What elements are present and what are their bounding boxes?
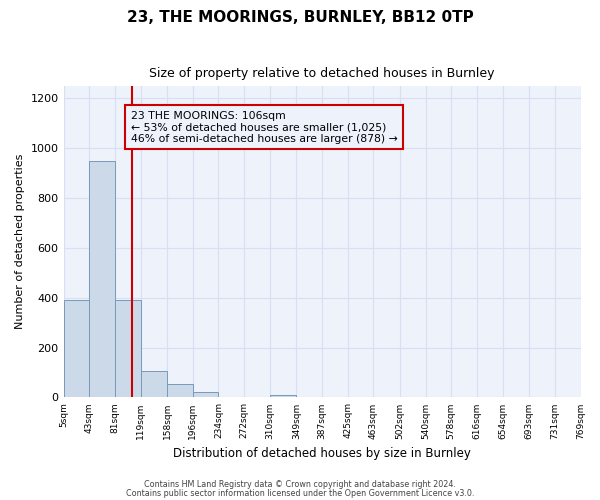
Bar: [167, 384, 193, 398]
Bar: [64, 300, 89, 398]
Bar: [193, 392, 218, 398]
Bar: [89, 160, 115, 398]
Text: Contains public sector information licensed under the Open Government Licence v3: Contains public sector information licen…: [126, 489, 474, 498]
Title: Size of property relative to detached houses in Burnley: Size of property relative to detached ho…: [149, 68, 495, 80]
X-axis label: Distribution of detached houses by size in Burnley: Distribution of detached houses by size …: [173, 447, 471, 460]
Text: 23 THE MOORINGS: 106sqm
← 53% of detached houses are smaller (1,025)
46% of semi: 23 THE MOORINGS: 106sqm ← 53% of detache…: [131, 111, 397, 144]
Text: Contains HM Land Registry data © Crown copyright and database right 2024.: Contains HM Land Registry data © Crown c…: [144, 480, 456, 489]
Bar: [270, 395, 296, 398]
Text: 23, THE MOORINGS, BURNLEY, BB12 0TP: 23, THE MOORINGS, BURNLEY, BB12 0TP: [127, 10, 473, 25]
Bar: [140, 372, 167, 398]
Bar: [115, 300, 140, 398]
Y-axis label: Number of detached properties: Number of detached properties: [15, 154, 25, 330]
